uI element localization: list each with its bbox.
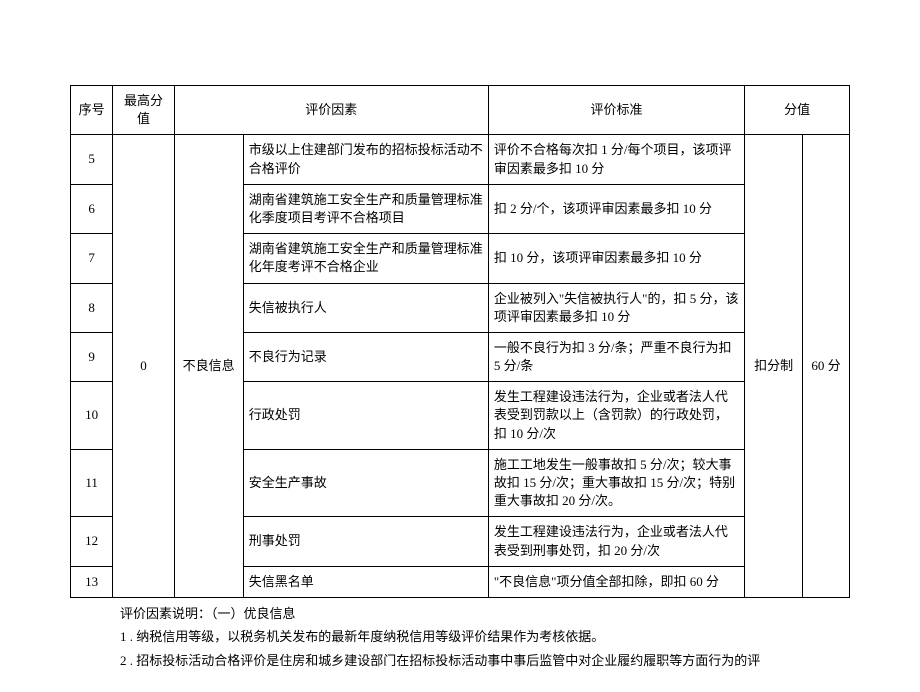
cell-standard: 发生工程建设违法行为，企业或者法人代表受到刑事处罚，扣 20 分/次 — [488, 517, 744, 566]
header-seq: 序号 — [71, 86, 113, 135]
header-standard: 评价标准 — [488, 86, 744, 135]
cell-seq: 11 — [71, 449, 113, 517]
cell-factor: 湖南省建筑施工安全生产和质量管理标准化季度项目考评不合格项目 — [243, 184, 488, 233]
cell-factor: 行政处罚 — [243, 382, 488, 450]
cell-standard: 扣 10 分，该项评审因素最多扣 10 分 — [488, 234, 744, 283]
note-line3: 2 . 招标投标活动合格评价是住房和城乡建设部门在招标投标活动事中事后监管中对企… — [120, 649, 850, 672]
cell-max-score: 0 — [113, 135, 174, 598]
evaluation-table: 序号 最高分值 评价因素 评价标准 分值 5 0 不良信息 市级以上住建部门发布… — [70, 85, 850, 598]
notes-section: 评价因素说明：（一）优良信息 1 . 纳税信用等级，以税务机关发布的最新年度纳税… — [70, 602, 850, 672]
cell-seq: 5 — [71, 135, 113, 184]
cell-total-score: 60 分 — [803, 135, 850, 598]
cell-seq: 6 — [71, 184, 113, 233]
cell-method: 扣分制 — [745, 135, 803, 598]
cell-seq: 9 — [71, 332, 113, 381]
cell-seq: 12 — [71, 517, 113, 566]
cell-seq: 8 — [71, 283, 113, 332]
cell-factor: 湖南省建筑施工安全生产和质量管理标准化年度考评不合格企业 — [243, 234, 488, 283]
header-score: 分值 — [745, 86, 850, 135]
cell-factor: 失信黑名单 — [243, 566, 488, 597]
cell-factor: 刑事处罚 — [243, 517, 488, 566]
cell-standard: "不良信息"项分值全部扣除，即扣 60 分 — [488, 566, 744, 597]
cell-category: 不良信息 — [174, 135, 243, 598]
note-line2: 1 . 纳税信用等级，以税务机关发布的最新年度纳税信用等级评价结果作为考核依据。 — [120, 625, 850, 648]
table-header-row: 序号 最高分值 评价因素 评价标准 分值 — [71, 86, 850, 135]
table-row: 5 0 不良信息 市级以上住建部门发布的招标投标活动不合格评价 评价不合格每次扣… — [71, 135, 850, 184]
cell-standard: 发生工程建设违法行为，企业或者法人代表受到罚款以上（含罚款）的行政处罚，扣 10… — [488, 382, 744, 450]
header-max-score: 最高分值 — [113, 86, 174, 135]
cell-seq: 10 — [71, 382, 113, 450]
header-factor: 评价因素 — [174, 86, 488, 135]
cell-factor: 市级以上住建部门发布的招标投标活动不合格评价 — [243, 135, 488, 184]
cell-seq: 13 — [71, 566, 113, 597]
cell-seq: 7 — [71, 234, 113, 283]
cell-standard: 企业被列入"失信被执行人"的，扣 5 分，该项评审因素最多扣 10 分 — [488, 283, 744, 332]
cell-standard: 一般不良行为扣 3 分/条；严重不良行为扣 5 分/条 — [488, 332, 744, 381]
cell-factor: 不良行为记录 — [243, 332, 488, 381]
cell-standard: 扣 2 分/个，该项评审因素最多扣 10 分 — [488, 184, 744, 233]
cell-standard: 施工工地发生一般事故扣 5 分/次；较大事故扣 15 分/次；重大事故扣 15 … — [488, 449, 744, 517]
note-line1: 评价因素说明：（一）优良信息 — [120, 602, 850, 625]
cell-standard: 评价不合格每次扣 1 分/每个项目，该项评审因素最多扣 10 分 — [488, 135, 744, 184]
cell-factor: 失信被执行人 — [243, 283, 488, 332]
cell-factor: 安全生产事故 — [243, 449, 488, 517]
